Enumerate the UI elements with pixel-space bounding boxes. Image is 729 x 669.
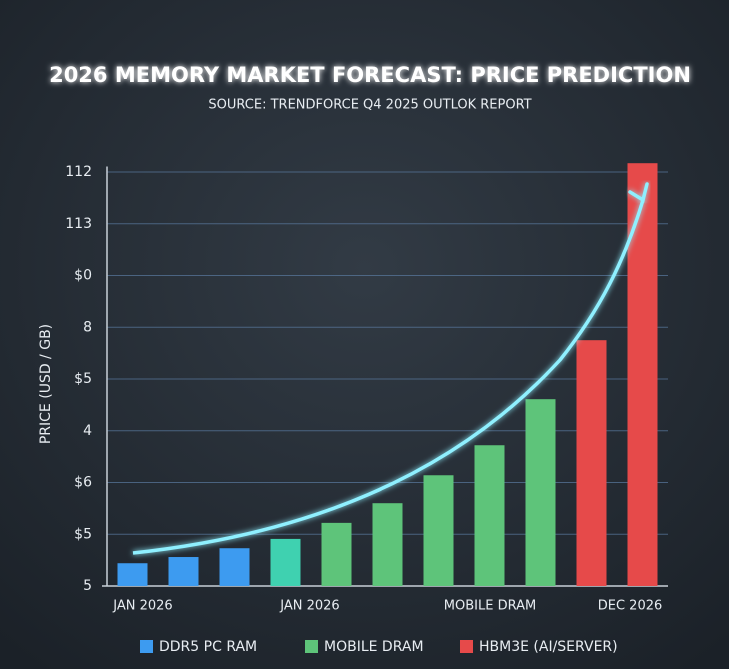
x-tick-label: JAN 2026 <box>279 599 339 614</box>
x-tick-label: JAN 2026 <box>112 599 172 614</box>
bar <box>270 538 301 586</box>
bar <box>576 340 607 586</box>
trend-arrow <box>132 199 645 555</box>
trend-arrow-head <box>628 182 649 203</box>
y-tick-label: $5 <box>74 371 92 387</box>
x-tick-label: MOBILE DRAM <box>444 599 536 614</box>
y-tick-label: 112 <box>65 164 92 180</box>
bar <box>219 548 250 586</box>
y-tick-label: 4 <box>83 423 92 439</box>
y-tick-label: $6 <box>74 475 92 491</box>
chart-title: 2026 MEMORY MARKET FORECAST: PRICE PREDI… <box>49 63 691 87</box>
legend-label: MOBILE DRAM <box>324 639 424 655</box>
bar <box>525 399 556 586</box>
y-tick-label: 5 <box>83 578 92 594</box>
bar <box>372 503 403 586</box>
bar <box>168 557 199 586</box>
legend-label: DDR5 PC RAM <box>159 639 257 655</box>
bar <box>474 445 505 586</box>
y-tick-label: $0 <box>74 268 92 284</box>
y-axis-label: PRICE (USD / GB) <box>38 324 54 444</box>
legend-swatch <box>140 640 153 653</box>
legend-label: HBM3E (AI/SERVER) <box>479 639 618 655</box>
bar <box>423 475 454 586</box>
y-tick-label: $5 <box>74 526 92 542</box>
legend-swatch <box>460 640 473 653</box>
bar <box>117 563 148 586</box>
y-tick-label: 8 <box>83 319 92 335</box>
bar <box>627 163 658 586</box>
legend-swatch <box>305 640 318 653</box>
x-tick-label: DEC 2026 <box>598 599 663 614</box>
y-tick-label: 113 <box>65 216 92 232</box>
bar <box>321 522 352 586</box>
chart-subtitle: SOURCE: TRENDFORCE Q4 2025 OUTLOK REPORT <box>208 98 531 113</box>
